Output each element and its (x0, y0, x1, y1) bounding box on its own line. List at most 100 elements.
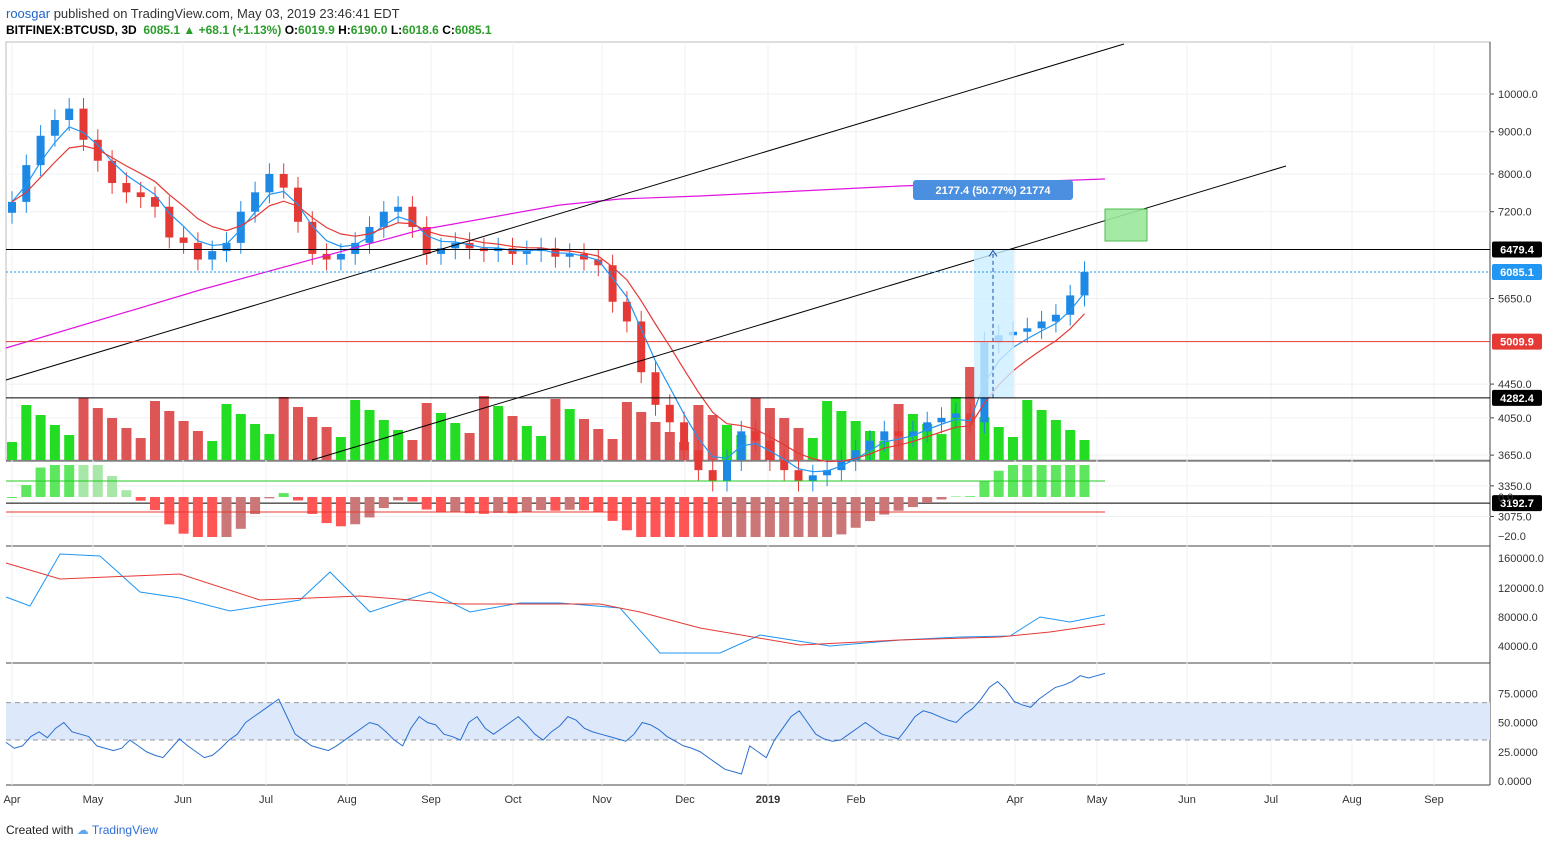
volume-bar (207, 441, 218, 460)
macd-tick-label: −20.0 (1498, 531, 1526, 543)
volume-bar (793, 428, 804, 460)
candle-body (365, 226, 374, 243)
candle-body (966, 413, 975, 423)
volume-bar (979, 417, 990, 460)
macd-hist-bar (507, 497, 518, 514)
macd-hist-bar (707, 497, 718, 537)
volume-bar (64, 435, 75, 460)
macd-hist-bar (950, 496, 961, 497)
chart-header: roosgar published on TradingView.com, Ma… (6, 5, 1006, 38)
volume-bar (1050, 420, 1061, 460)
candle-body (794, 470, 803, 481)
price-tag (1492, 333, 1542, 350)
candle-body (951, 413, 960, 418)
volume-bar (993, 427, 1004, 460)
volume-bar (350, 400, 361, 460)
volume-bar (150, 401, 160, 460)
x-axis-label: Aug (1342, 794, 1362, 806)
candle-body (222, 242, 231, 252)
volume-bar (722, 425, 732, 460)
volume-bar (464, 433, 475, 460)
macd-hist-bar (750, 497, 761, 537)
candle-body (837, 460, 846, 471)
price-tick-label: 3075.0 (1498, 512, 1532, 524)
macd-hist-bar (521, 497, 532, 513)
arrow-up-icon (988, 249, 998, 257)
tradingview-brand[interactable]: TradingView (91, 823, 158, 837)
candle-body (8, 201, 16, 213)
volume-bar (593, 429, 604, 460)
macd-hist-bar (364, 497, 375, 518)
volume-bar (235, 414, 246, 460)
x-axis-label: Oct (504, 794, 521, 806)
macd-hist-bar (879, 497, 890, 515)
tradingview-cloud-icon: ☁ (76, 823, 89, 837)
candle-body (451, 242, 460, 249)
price-tick-label: 4050.0 (1498, 413, 1532, 425)
price-tick-label: 4450.0 (1498, 379, 1532, 391)
candle-body (651, 372, 660, 405)
volume-bar (107, 418, 118, 460)
macd-hist-bar (21, 485, 32, 497)
volume-bar (35, 415, 46, 460)
candle-body (265, 173, 274, 193)
osc-tick-label: 80000.0 (1498, 612, 1538, 624)
candle-body (422, 226, 431, 254)
candle-body (1051, 314, 1060, 322)
volume-bar (607, 439, 618, 460)
macd-hist-bar (221, 497, 232, 537)
measure-label-box (913, 180, 1073, 200)
candle-body (723, 460, 731, 481)
volume-bar (364, 410, 375, 460)
target-zone-box (1104, 208, 1148, 242)
macd-hist-bar (793, 497, 804, 537)
macd-hist-bar (35, 467, 46, 497)
volume-bar (221, 404, 232, 460)
macd-hist-bar (436, 497, 446, 513)
symbol-label: BITFINEX:BTCUSD, 3D (6, 23, 137, 37)
price-tick-label: 9000.0 (1498, 127, 1532, 139)
candle-body (608, 265, 617, 302)
macd-hist-bar (722, 497, 732, 537)
candle-body (322, 253, 331, 260)
macd-hist-bar (664, 497, 675, 537)
up-triangle-icon: ▲ (183, 23, 196, 37)
author-link[interactable]: roosgar (6, 6, 51, 21)
candle-body (165, 206, 174, 238)
volume-bar (636, 412, 647, 460)
price-change: +68.1 (+1.13%) (198, 23, 282, 37)
volume-bar (293, 407, 303, 460)
publish-info: roosgar published on TradingView.com, Ma… (6, 5, 1006, 22)
macd-hist-bar (607, 497, 618, 521)
x-axis-label: Jul (1264, 794, 1278, 806)
candle-body (151, 197, 159, 207)
footer: Created with ☁ TradingView (6, 823, 158, 837)
candle-body (1037, 321, 1046, 329)
macd-hist-bar (250, 497, 261, 515)
ema-fast-line (11, 126, 1085, 473)
x-axis-label: 2019 (756, 794, 780, 806)
rsi-line (5, 672, 1106, 775)
volume-bar (307, 417, 318, 460)
price-tick-label: 7200.0 (1498, 207, 1532, 219)
candle-body (236, 211, 245, 243)
macd-hist-bar (550, 497, 561, 511)
candle-body (751, 431, 760, 441)
volume-bar (564, 409, 575, 460)
volume-bar (278, 397, 289, 460)
volume-bar (693, 405, 704, 460)
volume-bar (436, 413, 446, 460)
macd-hist-bar (178, 497, 189, 534)
macd-hist-bar (192, 497, 203, 537)
macd-hist-bar (164, 497, 175, 525)
volume-bar (1079, 440, 1090, 460)
price-tag-label: 6085.1 (1500, 267, 1534, 279)
macd-hist-bar (907, 497, 918, 508)
macd-hist-bar (893, 497, 904, 511)
macd-hist-bar (321, 497, 332, 524)
volume-bar (1022, 400, 1033, 460)
macd-hist-bar (207, 497, 218, 537)
candle-body (665, 404, 674, 423)
high-value: 6190.0 (350, 23, 388, 37)
